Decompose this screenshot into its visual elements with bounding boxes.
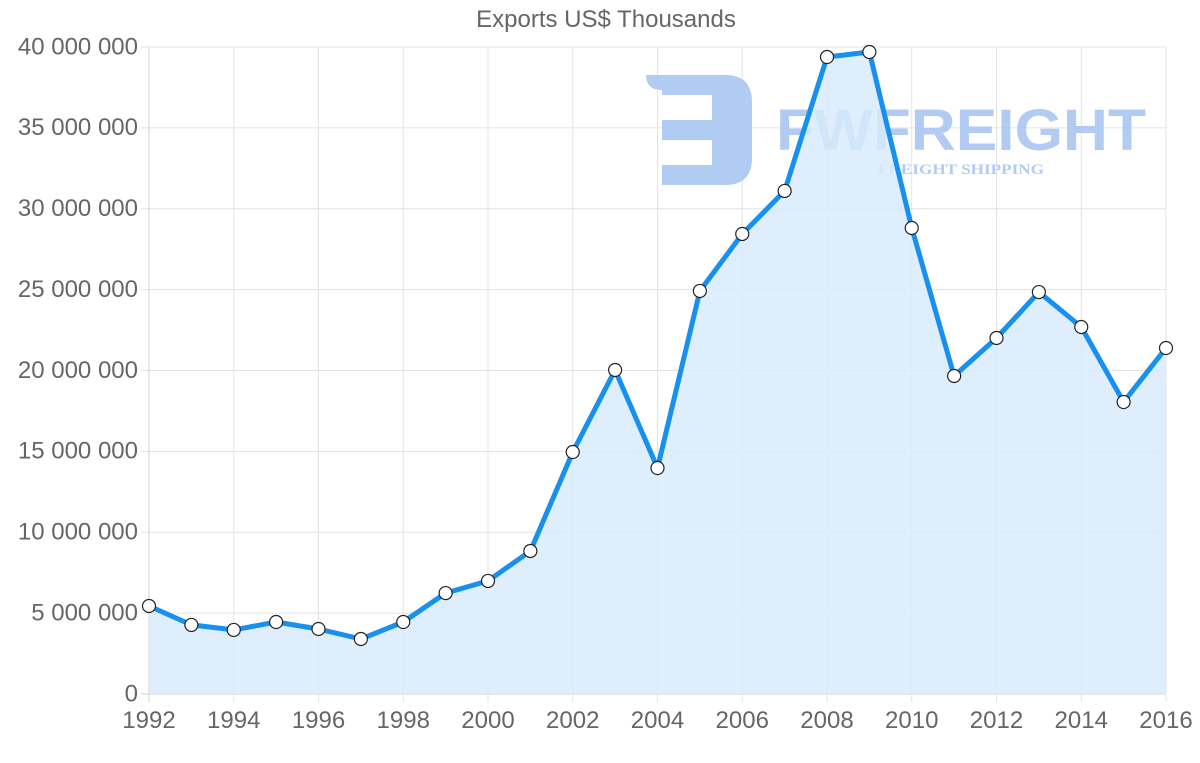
y-tick-label: 10 000 000 — [18, 519, 138, 546]
area-fill — [149, 52, 1166, 694]
data-point-2008[interactable] — [819, 49, 835, 65]
data-point-2007[interactable] — [777, 183, 792, 199]
x-tick-label: 1994 — [207, 707, 260, 734]
fwfreight-logo-icon — [646, 75, 752, 185]
data-point-2012[interactable] — [989, 330, 1004, 346]
data-point-2001[interactable] — [523, 543, 538, 559]
x-tick-label: 1992 — [122, 707, 175, 734]
data-point-2010[interactable] — [904, 220, 919, 236]
data-point-1996[interactable] — [311, 621, 326, 637]
x-tick-label: 2014 — [1055, 707, 1108, 734]
data-point-2005[interactable] — [692, 283, 707, 299]
data-point-1993[interactable] — [184, 617, 199, 633]
data-point-1998[interactable] — [396, 614, 411, 630]
data-point-2002[interactable] — [565, 444, 580, 460]
data-point-2003[interactable] — [608, 362, 623, 378]
x-tick-label: 2012 — [970, 707, 1023, 734]
y-tick-label: 35 000 000 — [18, 114, 138, 141]
x-tick-label: 1998 — [377, 707, 430, 734]
data-point-2013[interactable] — [1031, 284, 1046, 300]
x-tick-label: 2008 — [800, 707, 853, 734]
x-tick-label: 1996 — [292, 707, 345, 734]
data-point-1999[interactable] — [438, 585, 453, 601]
data-points — [141, 44, 1174, 647]
data-point-2009[interactable] — [862, 44, 877, 60]
watermark-tagline: FREIGHT SHIPPING — [878, 162, 1044, 178]
y-tick-label: 15 000 000 — [18, 438, 138, 465]
chart-title: Exports US$ Thousands — [476, 6, 736, 33]
data-point-2011[interactable] — [947, 368, 962, 384]
y-tick-label: 0 — [125, 680, 138, 707]
data-point-2004[interactable] — [650, 460, 665, 476]
y-tick-label: 40 000 000 — [18, 33, 138, 60]
x-tick-label: 2002 — [546, 707, 599, 734]
y-tick-label: 25 000 000 — [18, 276, 138, 303]
x-tick-label: 2000 — [461, 707, 514, 734]
data-point-2006[interactable] — [735, 226, 750, 242]
data-point-1997[interactable] — [353, 631, 368, 647]
data-point-2015[interactable] — [1116, 394, 1131, 410]
data-point-1994[interactable] — [226, 622, 241, 638]
x-tick-label: 2004 — [631, 707, 684, 734]
data-point-1992[interactable] — [141, 598, 157, 614]
x-axis-ticks: 1992 1994 1996 1998 2000 2002 2004 2006 2008 2010… — [122, 707, 1192, 734]
x-tick-label: 2016 — [1139, 707, 1192, 734]
y-tick-label: 5 000 000 — [31, 599, 138, 626]
data-point-1995[interactable] — [269, 614, 284, 630]
data-point-2014[interactable] — [1074, 319, 1089, 335]
y-tick-label: 20 000 000 — [18, 357, 138, 384]
x-tick-label: 2006 — [716, 707, 769, 734]
data-point-2000[interactable] — [480, 573, 496, 589]
y-tick-label: 30 000 000 — [18, 195, 138, 222]
y-axis-ticks: 0 5 000 000 10 000 000 15 000 000 20 000 000… — [18, 33, 138, 707]
data-point-2016[interactable] — [1158, 340, 1174, 356]
x-tick-label: 2010 — [885, 707, 938, 734]
